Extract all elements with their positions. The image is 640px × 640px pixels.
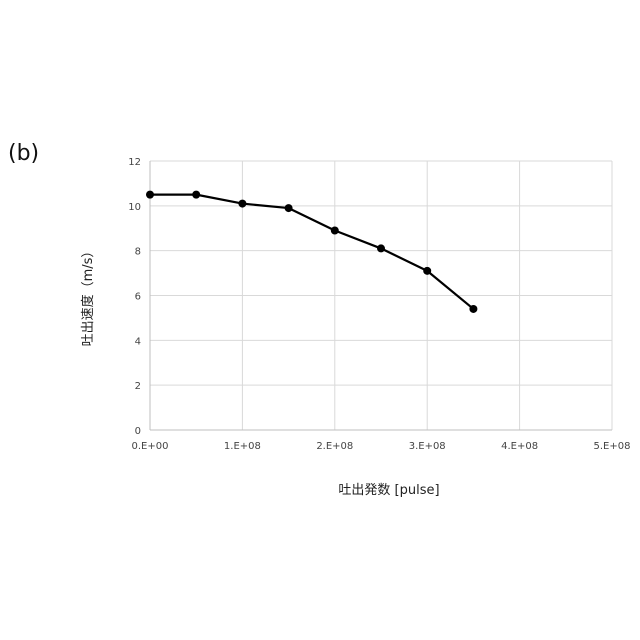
x-tick-labels: 0.E+00 1.E+08 2.E+08 3.E+08 4.E+08 5.E+08 [132,441,631,452]
data-point [331,226,339,234]
y-axis-label: 吐出速度（m/s） [80,245,96,347]
y-tick-labels: 0 2 4 6 8 10 12 [128,157,141,437]
y-tick-label: 4 [135,336,141,347]
x-axis-label: 吐出発数 [pulse] [338,483,439,498]
data-point [469,305,477,313]
data-point [377,244,385,252]
y-tick-label: 6 [135,292,141,303]
data-point [238,200,246,208]
data-point [285,204,293,212]
y-tick-label: 12 [128,157,141,168]
x-tick-label: 1.E+08 [224,441,261,452]
y-tick-label: 2 [135,381,141,392]
x-tick-label: 2.E+08 [316,441,353,452]
data-point [192,191,200,199]
y-tick-label: 10 [128,202,141,213]
y-tick-label: 8 [135,247,141,258]
x-tick-label: 5.E+08 [594,441,631,452]
x-tick-label: 3.E+08 [409,441,446,452]
data-point [423,267,431,275]
gridlines [150,161,612,430]
x-tick-label: 4.E+08 [501,441,538,452]
data-point [146,191,154,199]
series-line [150,195,473,309]
y-tick-label: 0 [135,426,141,437]
x-tick-label: 0.E+00 [132,441,169,452]
